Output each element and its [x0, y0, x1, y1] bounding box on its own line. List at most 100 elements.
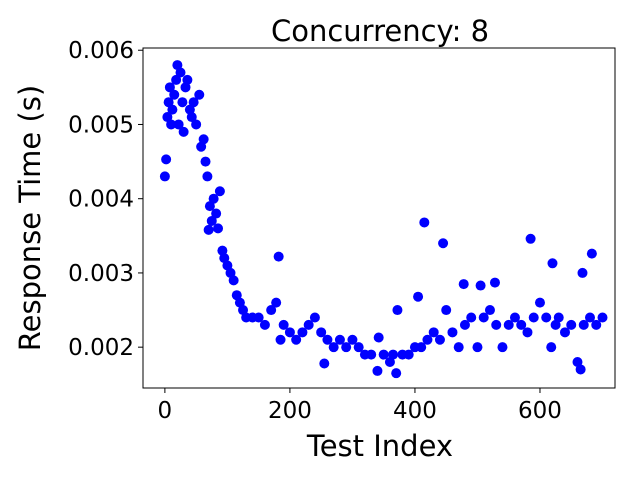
y-axis-label: Response Time (s): [13, 85, 47, 351]
x-tick-label: 400: [393, 398, 437, 424]
point: [416, 342, 427, 353]
point: [559, 327, 570, 338]
point: [392, 305, 403, 316]
point: [509, 312, 520, 323]
y-tick-label: 0.004: [68, 187, 134, 213]
point: [441, 305, 452, 316]
point: [577, 267, 588, 278]
point: [553, 312, 564, 323]
point: [206, 215, 217, 226]
point: [266, 305, 277, 316]
point: [213, 223, 224, 234]
point: [162, 112, 173, 123]
point: [322, 334, 333, 345]
point: [316, 327, 327, 338]
point: [161, 154, 172, 165]
point: [347, 334, 358, 345]
point: [541, 312, 552, 323]
point: [566, 319, 577, 330]
point: [271, 297, 282, 308]
point: [253, 312, 264, 323]
x-tick-label: 0: [158, 398, 173, 424]
point: [597, 312, 608, 323]
point: [575, 364, 586, 375]
point: [372, 365, 383, 376]
point: [516, 319, 527, 330]
point: [186, 112, 197, 123]
point: [591, 319, 602, 330]
point: [297, 327, 308, 338]
point: [163, 97, 174, 108]
point: [182, 74, 193, 85]
point: [353, 342, 364, 353]
point: [584, 312, 595, 323]
point: [309, 312, 320, 323]
plot-frame: [142, 47, 616, 389]
point: [503, 319, 514, 330]
point: [438, 238, 449, 249]
point: [200, 156, 211, 167]
point: [171, 74, 182, 85]
point: [341, 342, 352, 353]
point: [391, 368, 402, 379]
point: [459, 319, 470, 330]
point: [419, 217, 430, 228]
point: [178, 126, 189, 137]
y-tick-label: 0.006: [68, 38, 134, 64]
y-tick-label: 0.002: [68, 335, 134, 361]
point: [273, 251, 284, 262]
x-tick-label: 600: [518, 398, 562, 424]
point: [177, 97, 188, 108]
point: [191, 119, 202, 130]
point: [547, 258, 558, 269]
point: [453, 342, 464, 353]
point: [525, 233, 536, 244]
point: [413, 291, 424, 302]
point: [259, 319, 270, 330]
point: [284, 327, 295, 338]
point: [202, 171, 213, 182]
y-tick-label: 0.003: [68, 261, 134, 287]
point: [204, 201, 215, 212]
point: [422, 334, 433, 345]
point: [475, 280, 486, 291]
point: [546, 342, 557, 353]
point: [173, 119, 184, 130]
point: [497, 342, 508, 353]
y-tick-label: 0.005: [68, 112, 134, 138]
point: [447, 327, 458, 338]
point: [528, 312, 539, 323]
point: [534, 297, 545, 308]
point: [491, 319, 502, 330]
point: [175, 67, 186, 78]
point: [198, 134, 209, 145]
point: [378, 349, 389, 360]
point: [275, 334, 286, 345]
point: [388, 349, 399, 360]
point: [403, 349, 414, 360]
point: [208, 193, 219, 204]
point: [167, 104, 178, 115]
point: [228, 275, 239, 286]
point: [522, 327, 533, 338]
point: [373, 332, 384, 343]
x-axis-label: Test Index: [306, 429, 453, 463]
point: [434, 334, 445, 345]
point: [159, 171, 170, 182]
point: [428, 327, 439, 338]
point: [291, 334, 302, 345]
point: [484, 305, 495, 316]
point: [169, 89, 180, 100]
point: [578, 319, 589, 330]
point: [334, 334, 345, 345]
point: [328, 342, 339, 353]
point: [478, 312, 489, 323]
point: [166, 119, 177, 130]
point: [586, 248, 597, 259]
point: [466, 312, 477, 323]
point: [472, 342, 483, 353]
point: [164, 82, 175, 93]
point: [203, 224, 214, 235]
point: [458, 279, 469, 290]
